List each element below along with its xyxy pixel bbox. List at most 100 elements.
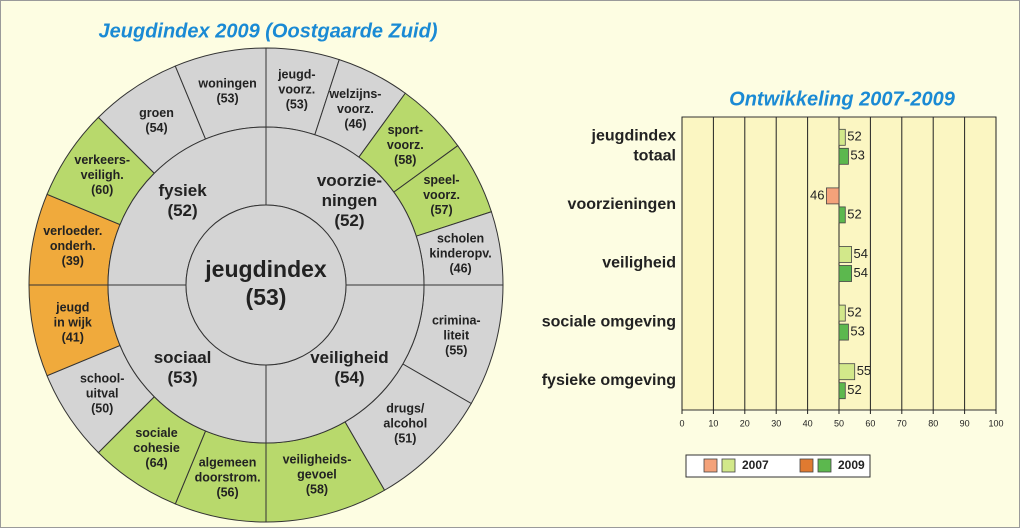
outer-label-value: (60) — [91, 183, 113, 197]
bar — [838, 246, 852, 263]
chart-title: Ontwikkeling 2007-2009 — [729, 88, 956, 110]
outer-label-value: (46) — [449, 261, 471, 275]
outer-label: crimina- — [432, 313, 481, 327]
category-label: voorzieningen — [568, 196, 676, 213]
category-label: fysieke omgeving — [542, 372, 676, 389]
center-label-value: (53) — [246, 284, 287, 310]
outer-label-value: (50) — [91, 402, 113, 416]
x-tick-label: 10 — [708, 418, 718, 428]
outer-label-value: (57) — [430, 203, 452, 217]
outer-label: verkeers- — [74, 153, 130, 167]
outer-label: voorz. — [278, 83, 315, 97]
outer-label: veiligheids- — [283, 453, 352, 467]
legend-swatch — [799, 458, 814, 473]
outer-label: veiligh. — [81, 168, 124, 182]
value-label: 54 — [854, 265, 868, 280]
outer-label: welzijns- — [328, 87, 381, 101]
outer-label: verloeder. — [43, 224, 102, 238]
outer-label: groen — [139, 106, 174, 120]
outer-label: speel- — [423, 173, 459, 187]
legend-label: 2007 — [742, 458, 769, 472]
x-tick-label: 100 — [988, 418, 1003, 428]
outer-label: algemeen — [199, 456, 257, 470]
domain-label-value: (52) — [167, 201, 197, 220]
outer-label-value: (51) — [394, 432, 416, 446]
outer-label: drugs/ — [386, 402, 425, 416]
x-tick-label: 30 — [771, 418, 781, 428]
bar — [838, 363, 856, 381]
value-label: 52 — [847, 206, 861, 221]
x-tick-label: 40 — [803, 418, 813, 428]
outer-label: alcohol — [383, 417, 427, 431]
x-tick-label: 80 — [928, 418, 938, 428]
value-label: 53 — [850, 324, 864, 339]
outer-label-value: (54) — [145, 121, 167, 135]
outer-label: cohesie — [133, 441, 180, 455]
outer-label: woningen — [197, 77, 256, 91]
legend-swatch — [817, 458, 832, 473]
outer-label: doorstrom. — [195, 471, 261, 485]
bar — [838, 128, 846, 146]
value-label: 54 — [854, 246, 868, 261]
outer-label-value: (53) — [286, 98, 308, 112]
outer-label: scholen — [437, 231, 484, 245]
domain-label-value: (54) — [334, 368, 364, 387]
outer-label: onderh. — [50, 239, 96, 253]
domain-label: ningen — [322, 191, 378, 210]
legend-swatch — [703, 458, 718, 473]
value-label: 46 — [810, 187, 824, 202]
outer-label: jeugd- — [277, 68, 316, 82]
sunburst-title: Jeugdindex 2009 (Oostgaarde Zuid) — [99, 20, 438, 42]
bar — [838, 382, 846, 400]
outer-label-value: (56) — [216, 486, 238, 500]
value-label: 52 — [847, 129, 861, 144]
bar — [838, 147, 849, 165]
domain-label: voorzie- — [317, 171, 382, 190]
domain-label-value: (52) — [334, 211, 364, 230]
category-label: veiligheid — [602, 255, 676, 272]
outer-label-value: (58) — [394, 153, 416, 167]
domain-label: fysiek — [158, 181, 207, 200]
center-label: jeugdindex — [204, 256, 327, 282]
legend-swatch — [721, 458, 736, 473]
legend-label: 2009 — [838, 458, 865, 472]
outer-label: voorz. — [387, 138, 424, 152]
outer-label: jeugd — [55, 301, 89, 315]
center-circle — [185, 204, 347, 366]
outer-label: voorz. — [337, 102, 374, 116]
domain-label: sociaal — [154, 348, 212, 367]
outer-label-value: (53) — [216, 92, 238, 106]
bar — [838, 323, 849, 341]
category-label: jeugdindex — [591, 128, 677, 145]
x-tick-label: 70 — [897, 418, 907, 428]
bar — [838, 304, 846, 322]
x-tick-label: 20 — [740, 418, 750, 428]
outer-label: kinderopv. — [429, 246, 491, 260]
outer-label-value: (58) — [306, 483, 328, 497]
outer-label: gevoel — [297, 468, 337, 482]
x-tick-label: 0 — [679, 418, 684, 428]
outer-label: sociale — [135, 426, 177, 440]
outer-label: in wijk — [54, 316, 92, 330]
value-label: 55 — [857, 363, 871, 378]
domain-label-value: (53) — [167, 368, 197, 387]
bar — [838, 265, 852, 282]
x-tick-label: 90 — [960, 418, 970, 428]
category-label: totaal — [633, 148, 676, 165]
bar — [838, 206, 846, 224]
outer-label: liteit — [443, 328, 470, 342]
outer-label: sport- — [388, 123, 423, 137]
outer-label-value: (41) — [62, 331, 84, 345]
bar — [826, 187, 840, 205]
outer-label-value: (64) — [145, 456, 167, 470]
x-tick-label: 60 — [865, 418, 875, 428]
value-label: 52 — [847, 382, 861, 397]
outer-label-value: (55) — [445, 343, 467, 357]
value-label: 52 — [847, 305, 861, 320]
category-label: sociale omgeving — [542, 313, 676, 330]
outer-label: voorz. — [423, 188, 460, 202]
outer-label: uitval — [86, 387, 119, 401]
value-label: 53 — [850, 148, 864, 163]
outer-label: school- — [80, 372, 124, 386]
